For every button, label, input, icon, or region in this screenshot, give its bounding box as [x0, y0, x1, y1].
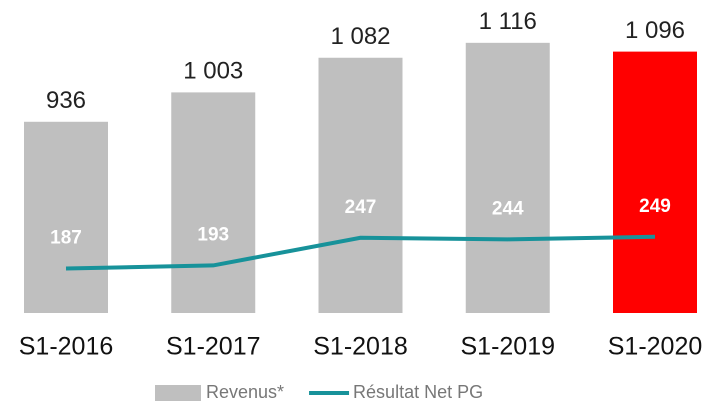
- bar-value-label: 1 116: [479, 8, 537, 35]
- x-tick-label: S1-2018: [313, 333, 408, 361]
- bar: [465, 42, 550, 314]
- bar: [171, 92, 256, 313]
- legend-swatch: [155, 385, 201, 401]
- line-value-label: 247: [345, 197, 377, 218]
- line-value-label: 244: [492, 198, 524, 219]
- x-tick-label: S1-2016: [19, 333, 114, 361]
- line-value-label: 193: [197, 224, 229, 245]
- bar: [613, 51, 697, 314]
- bar-value-label: 936: [46, 87, 86, 114]
- x-tick-label: S1-2020: [608, 333, 703, 361]
- x-tick-label: S1-2019: [460, 333, 555, 361]
- x-tick-label: S1-2017: [166, 333, 261, 361]
- bar-value-label: 1 082: [330, 23, 390, 50]
- bar-value-label: 1 096: [625, 17, 685, 44]
- line-value-label: 249: [639, 196, 671, 217]
- line-value-label: 187: [50, 228, 82, 249]
- bar: [24, 121, 108, 313]
- bar-value-label: 1 003: [183, 58, 243, 85]
- legend-label: Résultat Net PG: [353, 382, 483, 402]
- bar: [318, 57, 403, 313]
- line: [65, 234, 656, 271]
- legend-label: Revenus*: [206, 382, 284, 402]
